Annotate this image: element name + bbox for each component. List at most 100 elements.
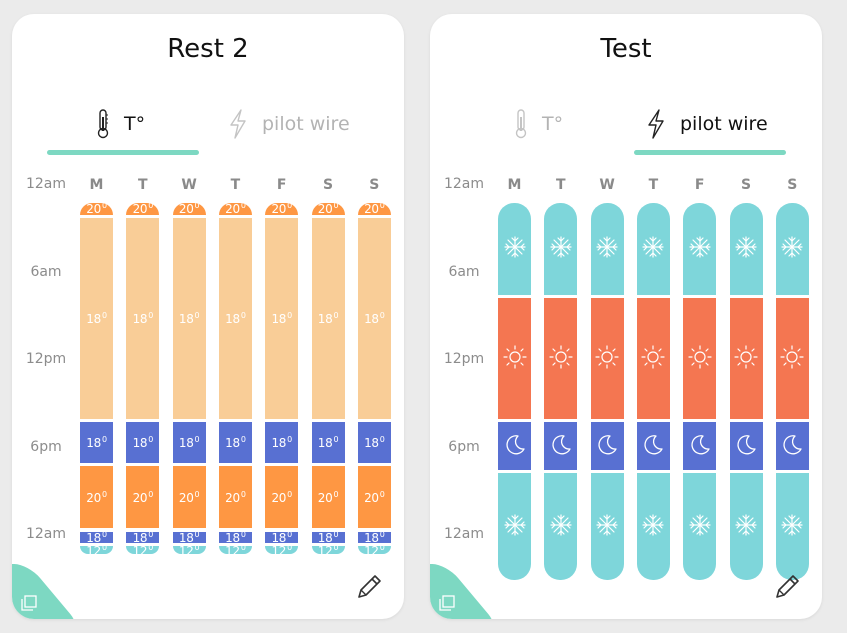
schedule-segment[interactable]: 120 <box>265 546 299 555</box>
schedule-segment[interactable]: 200 <box>218 203 252 215</box>
tab-temperature[interactable]: T° <box>514 98 563 150</box>
snowflake-icon <box>503 514 526 539</box>
time-label: 6am <box>30 263 62 280</box>
snowflake-icon <box>596 236 618 261</box>
schedule-segment[interactable] <box>590 422 624 471</box>
schedule-segment[interactable] <box>544 422 578 471</box>
schedule-segment[interactable]: 180 <box>126 217 160 419</box>
schedule-segment[interactable]: 120 <box>80 546 113 555</box>
moon-icon <box>503 433 527 460</box>
schedule-segment[interactable]: 200 <box>80 465 113 529</box>
schedule-segment[interactable] <box>729 203 763 295</box>
schedule-segment[interactable]: 200 <box>357 203 391 215</box>
schedule-segment[interactable] <box>590 473 624 580</box>
schedule-segment[interactable]: 180 <box>265 217 299 419</box>
snowflake-icon <box>689 236 711 261</box>
schedule-segment[interactable]: 180 <box>265 531 299 544</box>
schedule-segment[interactable]: 180 <box>126 531 160 544</box>
schedule-segment[interactable] <box>729 473 763 580</box>
schedule-segment[interactable]: 200 <box>172 465 206 529</box>
schedule-segment[interactable] <box>544 297 578 419</box>
schedule-segment[interactable]: 180 <box>218 217 252 419</box>
schedule-card-test: Test T° pilot wire 12am 6am 12pm 6pm 12am M T W… <box>430 14 822 619</box>
schedule-segment[interactable]: 180 <box>311 217 345 419</box>
schedule-segment[interactable]: 200 <box>265 203 299 215</box>
schedule-segment[interactable]: 180 <box>172 531 206 544</box>
schedule-segment[interactable]: 180 <box>265 422 299 463</box>
segment-temperature: 200 <box>271 203 292 215</box>
schedule-segment[interactable]: 200 <box>126 203 160 215</box>
snowflake-icon <box>735 236 757 261</box>
schedule-segment[interactable] <box>775 473 809 580</box>
tab-temperature-label: T° <box>542 113 564 135</box>
tab-pilot-wire[interactable]: pilot wire <box>228 98 350 150</box>
schedule-segment[interactable]: 180 <box>357 531 391 544</box>
schedule-segment[interactable] <box>683 203 717 295</box>
schedule-segment[interactable]: 120 <box>218 546 252 555</box>
day-label: T <box>230 177 241 193</box>
schedule-segment[interactable]: 120 <box>126 546 160 555</box>
schedule-segment[interactable]: 180 <box>126 422 160 463</box>
segment-temperature: 200 <box>225 489 246 505</box>
schedule-segment[interactable]: 180 <box>80 422 113 463</box>
schedule-segment[interactable] <box>729 297 763 419</box>
segment-temperature: 180 <box>271 310 292 326</box>
schedule-segment[interactable]: 180 <box>218 531 252 544</box>
schedule-segment[interactable]: 120 <box>172 546 206 555</box>
schedule-segment[interactable]: 120 <box>311 546 345 555</box>
edit-icon[interactable] <box>354 572 384 602</box>
sun-icon <box>641 345 665 372</box>
schedule-segment[interactable]: 180 <box>357 422 391 463</box>
segment-temperature: 120 <box>271 546 292 555</box>
schedule-segment[interactable] <box>683 297 717 419</box>
schedule-segment[interactable] <box>544 203 578 295</box>
schedule-segment[interactable]: 180 <box>172 422 206 463</box>
schedule-segment[interactable] <box>636 203 670 295</box>
schedule-segment[interactable] <box>636 473 670 580</box>
day-label: M <box>89 177 104 193</box>
schedule-segment[interactable]: 180 <box>80 531 113 544</box>
schedule-segment[interactable]: 200 <box>265 465 299 529</box>
schedule-segment[interactable]: 180 <box>311 422 345 463</box>
schedule-segment[interactable]: 200 <box>311 465 345 529</box>
schedule-segment[interactable] <box>498 473 531 580</box>
schedule-segment[interactable]: 200 <box>357 465 391 529</box>
tab-pilot-wire[interactable]: pilot wire <box>646 98 768 150</box>
schedule-segment[interactable]: 200 <box>218 465 252 529</box>
schedule-segment[interactable]: 200 <box>80 203 113 215</box>
schedule-segment[interactable]: 180 <box>172 217 206 419</box>
schedule-segment[interactable]: 200 <box>172 203 206 215</box>
schedule-segment[interactable] <box>775 422 809 471</box>
schedule-segment[interactable] <box>498 422 531 471</box>
schedule-segment[interactable] <box>590 297 624 419</box>
time-label: 12am <box>443 176 485 192</box>
schedule-segment[interactable] <box>544 473 578 580</box>
schedule-segment[interactable]: 120 <box>357 546 391 555</box>
schedule-segment[interactable] <box>636 422 670 471</box>
day-label: W <box>181 177 197 193</box>
snowflake-icon <box>550 236 572 261</box>
schedule-segment[interactable]: 180 <box>218 422 252 463</box>
schedule-segment[interactable] <box>775 203 809 295</box>
segment-temperature: 200 <box>364 203 385 215</box>
schedule-segment[interactable] <box>636 297 670 419</box>
schedule-segment[interactable] <box>729 422 763 471</box>
schedule-segment[interactable] <box>775 297 809 419</box>
schedule-segment[interactable]: 180 <box>311 531 345 544</box>
schedule-segment[interactable]: 200 <box>126 465 160 529</box>
schedule-segment[interactable]: 200 <box>311 203 345 215</box>
schedule-segment[interactable]: 180 <box>357 217 391 419</box>
lightning-icon <box>648 109 664 139</box>
schedule-segment[interactable]: 180 <box>80 217 113 419</box>
edit-icon[interactable] <box>772 572 802 602</box>
segment-temperature: 200 <box>317 489 339 505</box>
copy-icon <box>21 595 37 611</box>
segment-temperature: 200 <box>86 489 107 505</box>
schedule-segment[interactable] <box>683 473 717 580</box>
tab-temperature[interactable]: T° <box>96 98 145 150</box>
schedule-segment[interactable] <box>498 203 531 295</box>
schedule-segment[interactable] <box>590 203 624 295</box>
segment-temperature: 200 <box>364 489 385 505</box>
schedule-segment[interactable] <box>498 297 531 419</box>
schedule-segment[interactable] <box>683 422 717 471</box>
